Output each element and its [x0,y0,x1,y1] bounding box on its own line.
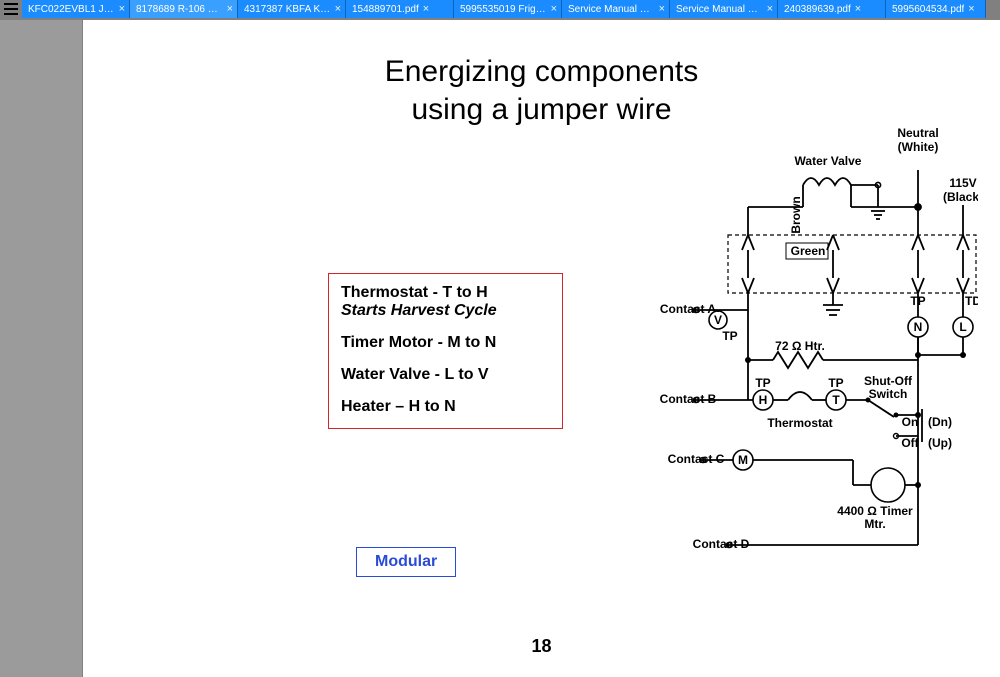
up-label: (Up) [928,436,952,450]
v115-label2: (Black) [943,190,978,204]
m-node: M [738,453,748,467]
circuit-diagram: Neutral (White) 115V (Black) Wat [578,115,978,565]
thermostat-label: Thermostat [767,416,832,430]
on-label: On [902,415,919,429]
close-icon[interactable]: × [767,4,773,15]
brown-label: Brown [789,196,803,233]
timer2: Mtr. [864,517,885,531]
tab-label: KFC022EVBL1 JFC2290VP… [28,4,115,15]
close-icon[interactable]: × [855,4,861,15]
tab-1[interactable]: 8178689 R-106 Whirlpool… × [130,0,238,18]
td-label: TD [965,294,978,308]
tab-2[interactable]: 4317387 KBFA Kitchen Ai… × [238,0,346,18]
tp-top: TP [910,294,925,308]
green-label: Green [791,244,826,258]
tab-label: 154889701.pdf [352,4,419,15]
contact-c: Contact C [668,452,725,466]
document-page: Energizing components using a jumper wir… [83,20,1000,677]
close-icon[interactable]: × [119,4,125,15]
tab-label: 4317387 KBFA Kitchen Ai… [244,4,331,15]
neutral-label2: (White) [898,140,939,154]
contact-d: Contact D [693,537,750,551]
title-line-1: Energizing components [385,55,699,88]
close-icon[interactable]: × [659,4,665,15]
shutoff1: Shut-Off [864,374,913,388]
l-node: L [959,320,966,334]
instr-harvest: Starts Harvest Cycle [341,302,550,320]
hamburger-icon[interactable] [4,3,18,15]
instr-heater: Heater – H to N [341,398,550,416]
tab-label: 240389639.pdf [784,4,851,15]
tab-label: 5995535019 Frigidaire 24… [460,4,547,15]
instr-thermostat: Thermostat - T to H [341,284,550,302]
close-icon[interactable]: × [423,4,429,15]
tp-a: TP [722,329,737,343]
h-node: H [759,393,768,407]
close-icon[interactable]: × [551,4,557,15]
tab-strip: KFC022EVBL1 JFC2290VP…×8178689 R-106 Whi… [22,0,986,18]
tab-label: 8178689 R-106 Whirlpool… [136,4,223,15]
tab-7[interactable]: 240389639.pdf × [778,0,886,18]
sidebar-shade [0,20,82,677]
contact-b: Contact B [660,392,717,406]
tab-label: 5995604534.pdf [892,4,964,15]
n-node: N [914,320,923,334]
instruction-box: Thermostat - T to H Starts Harvest Cycle… [328,273,563,429]
dn-label: (Dn) [928,415,952,429]
off-label: Off [901,436,919,450]
tab-label: Service Manual SQ416SQ… [676,4,763,15]
contact-a: Contact A [660,302,717,316]
water-valve-label: Water Valve [795,154,862,168]
close-icon[interactable]: × [335,4,341,15]
shutoff2: Switch [869,387,908,401]
tab-0[interactable]: KFC022EVBL1 JFC2290VP… × [22,0,130,18]
heater-label: 72 Ω Htr. [775,339,825,353]
instr-valve: Water Valve - L to V [341,366,550,384]
tab-6[interactable]: Service Manual SQ416SQ… × [670,0,778,18]
neutral-label: Neutral [897,126,938,140]
v-node: V [714,313,722,327]
tab-4[interactable]: 5995535019 Frigidaire 24… × [454,0,562,18]
v115-label: 115V [949,176,976,190]
t-node: T [832,393,840,407]
tab-5[interactable]: Service Manual SQ416SQ… × [562,0,670,18]
page-number: 18 [83,636,1000,657]
close-icon[interactable]: × [227,4,233,15]
tp-h: TP [755,376,770,390]
tp-t: TP [828,376,843,390]
instr-timer: Timer Motor - M to N [341,334,550,352]
tab-3[interactable]: 154889701.pdf × [346,0,454,18]
modular-button[interactable]: Modular [356,547,456,577]
close-icon[interactable]: × [968,4,974,15]
tab-label: Service Manual SQ416SQ… [568,4,655,15]
timer1: 4400 Ω Timer [837,504,913,518]
tab-8[interactable]: 5995604534.pdf × [886,0,986,18]
